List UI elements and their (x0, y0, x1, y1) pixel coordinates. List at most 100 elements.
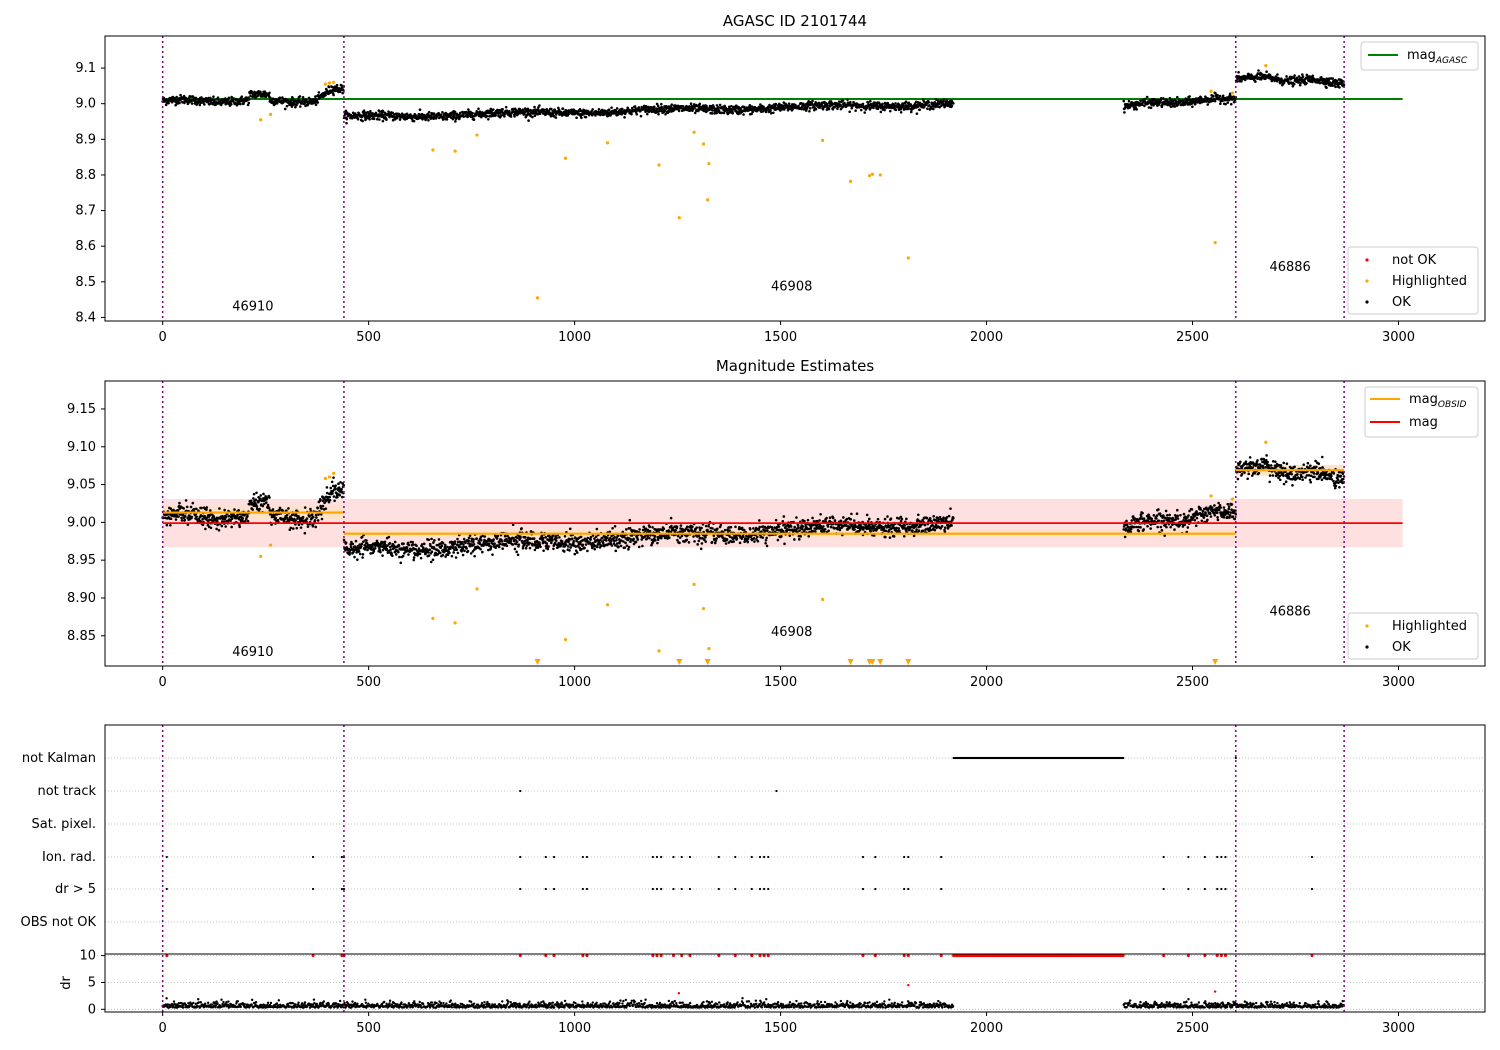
ok-point (405, 546, 409, 549)
ok-point (259, 494, 263, 497)
ok-point (581, 543, 585, 547)
ok-point (797, 538, 801, 541)
ok-point (682, 105, 685, 108)
ok-point (732, 540, 736, 543)
ok-point (394, 553, 398, 556)
ok-point (360, 542, 364, 546)
ok-point (463, 549, 466, 553)
ok-point (1311, 80, 1314, 84)
ok-point (419, 556, 423, 560)
ok-point (316, 519, 320, 522)
ok-point (368, 117, 371, 121)
ok-point (439, 551, 442, 555)
ok-point (320, 517, 324, 521)
ok-point (952, 102, 955, 105)
ok-point (321, 504, 325, 508)
ok-point (1291, 84, 1295, 88)
ok-point (552, 547, 555, 551)
ok-point (850, 106, 854, 110)
ok-point (614, 549, 618, 553)
ok-point (208, 509, 212, 512)
ok-point (349, 542, 353, 546)
ok-point (411, 543, 415, 546)
ok-point (533, 105, 536, 109)
ok-point (1243, 78, 1247, 82)
ok-point (340, 495, 344, 499)
ok-point (755, 535, 759, 539)
ok-point (670, 524, 673, 528)
ok-point (458, 545, 462, 549)
ok-point (555, 536, 558, 540)
ok-point (429, 544, 432, 548)
ok-point (793, 538, 796, 541)
ok-point (335, 491, 338, 495)
ok-point (1338, 86, 1341, 89)
ok-point (387, 535, 391, 539)
ok-point (1297, 81, 1300, 84)
ok-point (537, 106, 540, 109)
highlighted-point (677, 216, 681, 220)
ok-point (246, 519, 250, 523)
ok-point (516, 536, 519, 540)
ok-point (278, 506, 282, 510)
ok-point (758, 519, 761, 522)
ok-point (808, 107, 812, 110)
ok-point (715, 104, 719, 107)
ok-point (1176, 95, 1179, 99)
ok-point (540, 534, 544, 538)
highlighted-point (657, 163, 661, 167)
ok-point (521, 108, 525, 111)
ok-point (1219, 102, 1222, 106)
ok-point (528, 541, 531, 545)
obsid-label: 46910 (232, 299, 273, 314)
ok-point (1297, 75, 1301, 78)
ok-point (558, 536, 561, 539)
ok-point (361, 556, 364, 559)
ok-point (698, 528, 702, 532)
ok-point (165, 523, 169, 527)
ok-point (727, 541, 731, 544)
ok-point (505, 109, 509, 112)
ok-point (441, 553, 445, 557)
ok-point (498, 542, 502, 546)
ok-point (623, 546, 627, 549)
ok-point (674, 528, 677, 532)
ok-point (475, 537, 479, 540)
ok-point (511, 543, 515, 546)
ok-point (942, 98, 946, 101)
ok-point (883, 108, 886, 112)
ok-point (1292, 82, 1296, 86)
ok-point (817, 101, 821, 105)
ok-point (1193, 102, 1197, 106)
ok-point (411, 540, 414, 544)
ok-point (601, 541, 605, 545)
ok-point (354, 539, 358, 543)
ok-point (506, 534, 509, 538)
ok-point (755, 538, 758, 541)
legend-mag-agasc: magAGASC (1407, 48, 1468, 66)
ok-point (170, 98, 174, 102)
ok-point (334, 484, 337, 487)
ok-point (653, 535, 657, 538)
ok-point (451, 546, 455, 550)
ok-point (593, 537, 596, 540)
ok-point (427, 110, 431, 114)
ok-point (758, 525, 761, 529)
ok-point (313, 518, 317, 522)
ok-point (842, 516, 845, 519)
ok-point (704, 540, 708, 543)
ok-point (328, 495, 331, 499)
ok-point (797, 104, 800, 108)
ok-point (659, 102, 663, 106)
ok-point (769, 109, 772, 113)
ok-point (508, 109, 511, 113)
ok-point (186, 516, 189, 519)
ok-point (515, 542, 518, 546)
ok-point (238, 100, 242, 103)
ok-point (539, 545, 542, 549)
highlighted-point (327, 81, 332, 85)
ok-point (704, 536, 707, 539)
ok-point (380, 112, 384, 115)
highlighted-point (259, 118, 263, 122)
ok-point (593, 547, 597, 551)
